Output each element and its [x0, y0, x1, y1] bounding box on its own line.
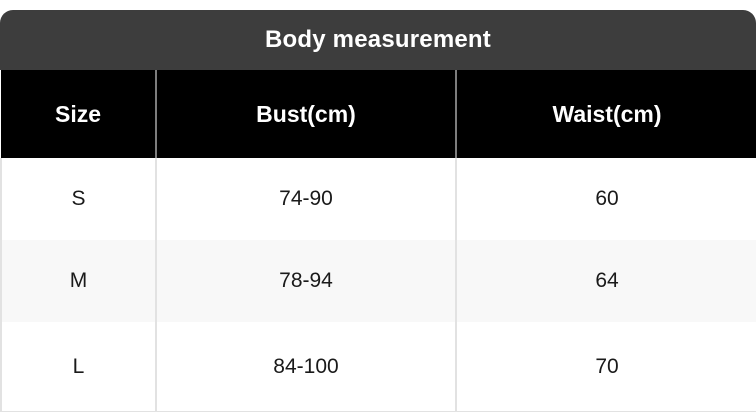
- cell-size: L: [0, 322, 157, 412]
- column-header-bust: Bust(cm): [156, 70, 457, 158]
- cell-size: M: [0, 240, 157, 322]
- cell-bust: 74-90: [156, 158, 457, 240]
- cell-waist: 64: [456, 240, 756, 322]
- table-row: S 74-90 60: [0, 158, 756, 240]
- card-title-bar: Body measurement: [0, 10, 756, 70]
- column-header-waist: Waist(cm): [456, 70, 756, 158]
- cell-waist: 70: [456, 322, 756, 412]
- measurement-table: Size Bust(cm) Waist(cm) S 74-90 60 M 78-…: [0, 70, 756, 412]
- table-header-row: Size Bust(cm) Waist(cm): [1, 70, 756, 158]
- cell-bust: 78-94: [156, 240, 457, 322]
- page-title: Body measurement: [265, 26, 491, 53]
- table-body: S 74-90 60 M 78-94 64 L 84-100 70: [0, 158, 756, 412]
- cell-waist: 60: [456, 158, 756, 240]
- table-header: Size Bust(cm) Waist(cm): [1, 70, 756, 158]
- table-row: L 84-100 70: [0, 322, 756, 412]
- table-row: M 78-94 64: [0, 240, 756, 322]
- cell-size: S: [0, 158, 157, 240]
- column-header-size: Size: [1, 70, 157, 158]
- cell-bust: 84-100: [156, 322, 457, 412]
